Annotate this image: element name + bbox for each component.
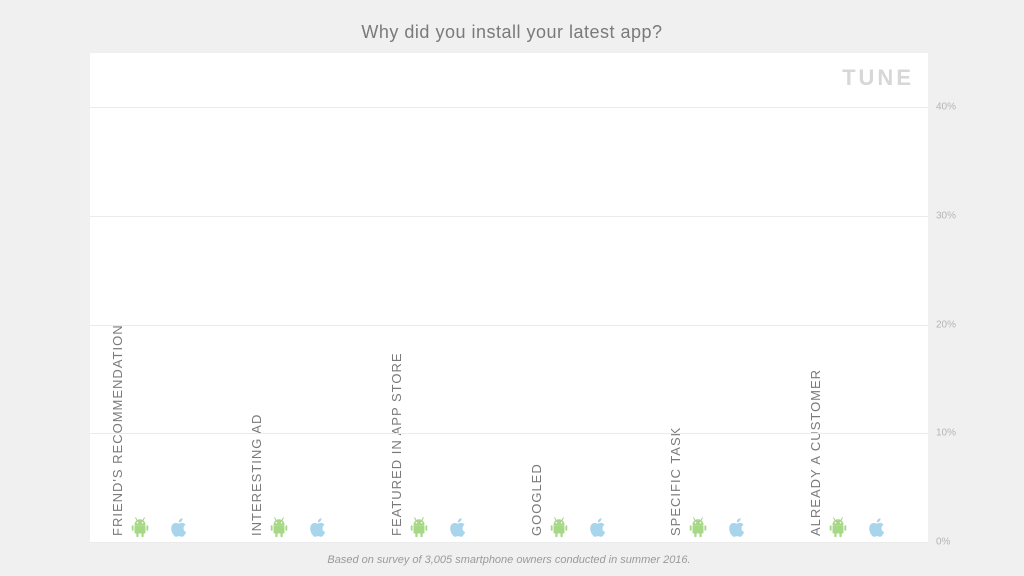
y-tick-label: 20% — [928, 319, 956, 330]
gridline — [90, 433, 928, 434]
category-label: GOOGLED — [529, 463, 544, 536]
category-label: FRIEND'S RECOMMENDATION — [110, 324, 125, 536]
bar-groups: FRIEND'S RECOMMENDATION INTERESTING AD — [90, 53, 928, 542]
apple-icon — [728, 517, 748, 539]
category-label: INTERESTING AD — [249, 414, 264, 536]
y-tick-label: 0% — [928, 537, 950, 548]
apple-icon — [170, 517, 190, 539]
gridline — [90, 325, 928, 326]
category-label: ALREADY A CUSTOMER — [808, 369, 823, 536]
apple-icon — [309, 517, 329, 539]
category-label: SPECIFIC TASK — [668, 427, 683, 536]
chart-container: TUNE FRIEND'S RECOMMENDATION — [90, 53, 974, 576]
apple-icon — [449, 517, 469, 539]
chart-footnote: Based on survey of 3,005 smartphone owne… — [90, 554, 928, 566]
chart-title: Why did you install your latest app? — [0, 0, 1024, 53]
android-icon — [548, 517, 570, 539]
gridline — [90, 107, 928, 108]
android-icon — [129, 517, 151, 539]
y-tick-label: 10% — [928, 428, 956, 439]
category-label: FEATURED IN APP STORE — [389, 352, 404, 536]
gridline — [90, 542, 928, 543]
y-tick-label: 30% — [928, 210, 956, 221]
android-icon — [408, 517, 430, 539]
y-tick-label: 40% — [928, 102, 956, 113]
chart-plot-area: TUNE FRIEND'S RECOMMENDATION — [90, 53, 928, 542]
apple-icon — [589, 517, 609, 539]
android-icon — [268, 517, 290, 539]
apple-icon — [868, 517, 888, 539]
android-icon — [827, 517, 849, 539]
gridline — [90, 216, 928, 217]
page: Why did you install your latest app? TUN… — [0, 0, 1024, 576]
android-icon — [687, 517, 709, 539]
